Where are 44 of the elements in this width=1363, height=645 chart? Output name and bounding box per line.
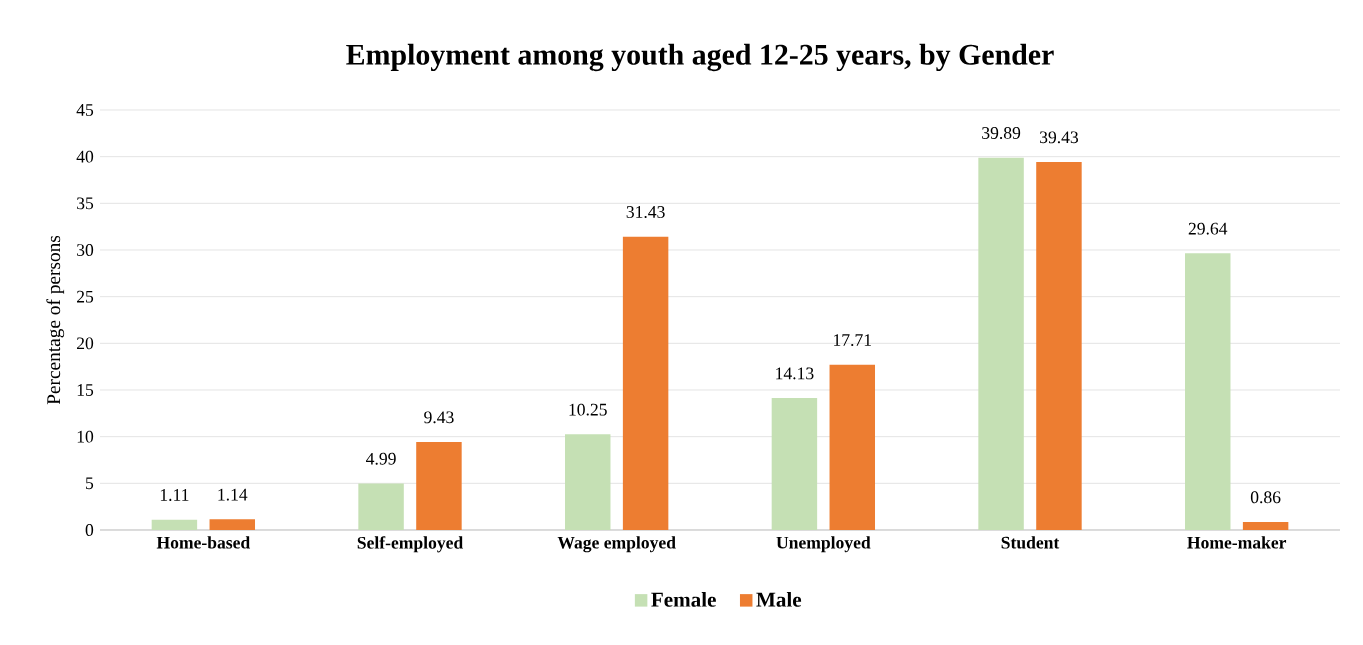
y-tick-label: 10 <box>77 430 94 443</box>
bar <box>1036 161 1082 530</box>
data-label: 1.14 <box>218 488 248 501</box>
data-label: 17.71 <box>834 334 872 346</box>
bar <box>978 157 1024 530</box>
y-tick-label: 15 <box>77 384 94 396</box>
data-label: 0.86 <box>1250 491 1281 504</box>
y-tick-label: 35 <box>77 197 94 210</box>
bar <box>416 441 462 530</box>
y-tick-label: 45 <box>76 104 94 116</box>
bar <box>358 483 404 530</box>
x-tick-label: Self-employed <box>357 536 464 553</box>
data-label: 14.13 <box>776 367 814 380</box>
legend-label: Male <box>756 591 802 607</box>
y-tick-label: 5 <box>86 477 94 490</box>
x-tick-label: Home-based <box>156 536 251 549</box>
data-label: 9.43 <box>424 411 454 424</box>
legend-label: Female <box>651 591 716 607</box>
y-tick-label: 40 <box>76 150 94 163</box>
bar <box>771 398 818 530</box>
x-tick-label: Home-maker <box>1187 536 1287 549</box>
data-label: 4.99 <box>366 452 396 465</box>
data-label: 31.43 <box>626 206 665 218</box>
x-tick-label: Unemployed <box>776 536 871 553</box>
y-tick-label: 25 <box>77 290 94 303</box>
y-tick-label: 20 <box>77 337 94 350</box>
data-label: 10.25 <box>569 403 607 416</box>
data-label: 29.64 <box>1188 222 1228 235</box>
bar <box>622 236 669 530</box>
x-tick-label: Wage employed <box>557 536 676 553</box>
x-tick-label: Student <box>1001 536 1060 549</box>
bar <box>151 519 198 530</box>
bar <box>1185 253 1231 530</box>
y-tick-label: 30 <box>77 244 94 256</box>
y-tick-label: 0 <box>85 524 94 536</box>
data-label: 39.89 <box>982 127 1021 139</box>
data-label: 39.43 <box>1040 131 1079 144</box>
bar <box>1242 521 1289 530</box>
chart-title: Employment among youth aged 12-25 years, by Gender <box>346 43 1054 72</box>
bar <box>209 519 256 530</box>
bar <box>829 364 876 530</box>
y-axis-title: Percentage of persons <box>46 235 65 405</box>
data-label: 1.11 <box>160 489 189 501</box>
bar <box>565 434 611 530</box>
